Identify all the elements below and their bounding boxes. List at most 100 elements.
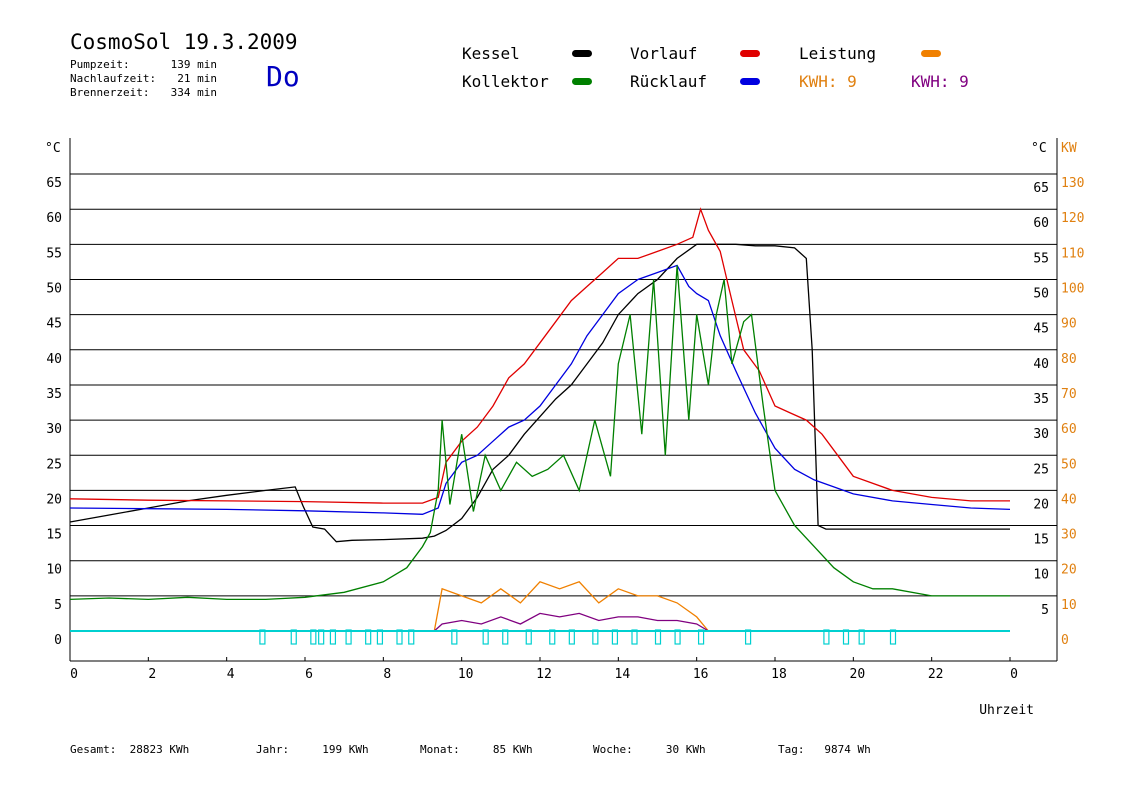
chart-title: CosmoSol 19.3.2009 <box>70 30 298 54</box>
y-axis-unit-right: °C <box>1031 141 1047 156</box>
x-tick-label: 0 <box>1010 667 1018 682</box>
stat-nachlaufzeit: Nachlaufzeit: 21 min <box>70 72 217 85</box>
y-tick-label-right: 25 <box>1033 462 1049 477</box>
y-tick-label-right: 35 <box>1033 392 1049 407</box>
kw-axis-unit: KW <box>1061 141 1077 156</box>
kw-tick-label: 10 <box>1061 598 1077 613</box>
y-tick-label-left: 65 <box>46 176 62 191</box>
legend-kwh-purple: KWH: 9 <box>911 72 969 91</box>
x-tick-label: 6 <box>305 667 313 682</box>
y-tick-label-left: 10 <box>46 563 62 578</box>
kw-tick-label: 60 <box>1061 422 1077 437</box>
pump-state-mark <box>502 629 509 645</box>
pump-state-mark <box>631 629 638 645</box>
legend-leistung: Leistung <box>799 44 877 63</box>
pump-state-mark <box>345 629 352 645</box>
pump-state-mark <box>318 629 325 645</box>
legend-swatch-kollektor <box>572 78 592 85</box>
pump-state-mark <box>259 629 266 645</box>
y-axis-unit-left: °C <box>45 141 61 156</box>
y-tick-label-right: 55 <box>1033 251 1049 266</box>
y-tick-label-right: 40 <box>1033 357 1049 372</box>
pump-state-mark <box>376 629 384 645</box>
y-tick-label-right: 65 <box>1033 181 1049 196</box>
kw-tick-label: 40 <box>1061 492 1077 507</box>
series-line-ruecklauf <box>69 264 1011 515</box>
pump-state-mark <box>858 629 865 645</box>
legend-kessel: Kessel <box>462 44 520 63</box>
pump-state-mark <box>451 629 458 645</box>
x-tick-label: 12 <box>536 667 552 682</box>
y-tick-label-left: 30 <box>46 422 62 437</box>
pump-state-mark <box>408 629 415 645</box>
kw-tick-label: 110 <box>1061 246 1084 261</box>
legend-kollektor: Kollektor <box>462 72 549 91</box>
y-tick-label-left: 40 <box>46 352 62 367</box>
kw-tick-label: 120 <box>1061 211 1084 226</box>
footer-tag: Tag: 9874 Wh <box>778 743 871 756</box>
pump-state-mark <box>568 629 575 645</box>
y-tick-label-left: 0 <box>54 633 62 648</box>
y-tick-label-left: 50 <box>46 282 62 297</box>
y-tick-label-right: 10 <box>1033 568 1049 583</box>
legend-swatch-ruecklauf <box>740 78 760 85</box>
pump-state-mark <box>654 629 662 645</box>
x-axis-label: Uhrzeit <box>979 703 1034 718</box>
kw-tick-label: 100 <box>1061 282 1084 297</box>
legend-swatch-leistung <box>921 50 941 57</box>
y-tick-label-right: 15 <box>1033 533 1049 548</box>
pump-state-mark <box>329 629 337 645</box>
series-line-leistung <box>433 581 709 632</box>
x-tick-label: 2 <box>148 667 156 682</box>
footer-woche: Woche: 30 KWh <box>593 743 706 756</box>
pump-state-mark <box>674 629 681 645</box>
legend-kwh-orange: KWH: 9 <box>799 72 857 91</box>
series-line-vorlauf <box>69 207 1010 504</box>
y-tick-label-right: 30 <box>1033 427 1049 442</box>
kw-tick-label: 130 <box>1061 176 1084 191</box>
kw-tick-label: 30 <box>1061 528 1077 543</box>
x-tick-label: 8 <box>383 667 391 682</box>
pump-state-mark <box>482 629 489 645</box>
y-tick-label-left: 15 <box>46 528 62 543</box>
x-tick-label: 20 <box>850 667 866 682</box>
x-tick-label: 16 <box>693 667 709 682</box>
y-tick-label-left: 5 <box>54 598 62 613</box>
x-tick-label: 4 <box>227 667 235 682</box>
kw-tick-label: 50 <box>1061 457 1077 472</box>
pump-state-mark <box>310 629 317 645</box>
y-tick-label-left: 45 <box>46 317 62 332</box>
pump-state-mark <box>290 629 297 645</box>
kw-tick-label: 20 <box>1061 563 1077 578</box>
kw-tick-label: 80 <box>1061 352 1077 367</box>
series-line-kollektor <box>69 265 1010 601</box>
x-tick-label: 18 <box>771 667 787 682</box>
kw-tick-label: 70 <box>1061 387 1077 402</box>
pump-state-mark <box>592 629 599 645</box>
y-tick-label-right: 50 <box>1033 287 1049 302</box>
y-tick-label-left: 55 <box>46 246 62 261</box>
y-tick-label-right: 45 <box>1033 322 1049 337</box>
footer-jahr: Jahr: 199 KWh <box>256 743 369 756</box>
kw-tick-label: 90 <box>1061 317 1077 332</box>
pump-state-mark <box>365 629 372 645</box>
series-line-kwh <box>433 612 709 632</box>
x-tick-label: 0 <box>70 667 78 682</box>
pump-state-mark <box>611 629 619 645</box>
footer-monat: Monat: 85 KWh <box>420 743 533 756</box>
legend-swatch-vorlauf <box>740 50 760 57</box>
pump-state-mark <box>697 629 705 645</box>
pump-state-mark <box>525 629 532 645</box>
y-tick-label-right: 5 <box>1041 603 1049 618</box>
y-tick-label-left: 25 <box>46 457 62 472</box>
y-tick-label-right: 60 <box>1033 216 1049 231</box>
legend-vorlauf: Vorlauf <box>630 44 698 63</box>
x-tick-label: 10 <box>458 667 474 682</box>
pump-state-mark <box>396 629 403 645</box>
footer-gesamt: Gesamt: 28823 KWh <box>70 743 190 756</box>
weekday-label: Do <box>266 60 300 93</box>
legend-ruecklauf: Rücklauf <box>630 72 708 91</box>
y-tick-label-right: 20 <box>1033 497 1049 512</box>
series-line-kessel <box>69 243 1010 543</box>
